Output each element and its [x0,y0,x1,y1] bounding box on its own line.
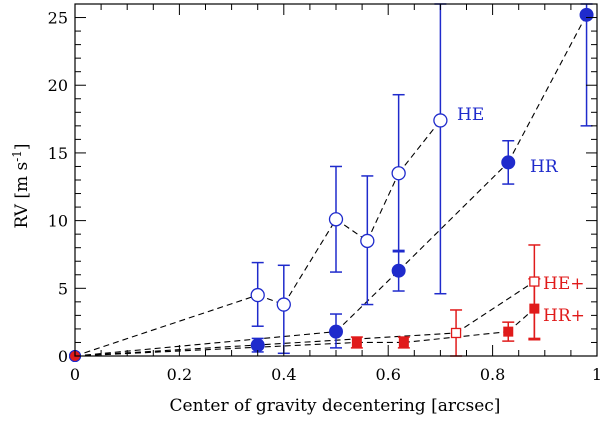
point-hr [391,263,406,278]
x-axis-label: Center of gravity decentering [arcsec] [170,396,501,416]
y-axis-label-main: RV [m s [12,162,32,229]
dashed-connector-he [366,172,400,242]
point-hr [579,7,594,22]
x-tick-label: 1 [592,365,600,384]
dashed-connector-he [398,120,441,174]
y-tick-label: 10 [48,212,68,231]
axis-ticks [74,3,598,357]
series-label-he-plus: HE+ [543,274,584,294]
x-tick-label: 0.6 [375,365,400,384]
point-he [433,113,448,128]
point-he [250,287,265,303]
x-tick-label: 0.2 [167,365,192,384]
dashed-connector-he-plus [455,281,535,334]
dashed-connector-he-plus [74,332,457,357]
point-hr [501,155,516,170]
y-tick-label: 25 [48,9,68,28]
y-tick-label: 0 [58,347,68,366]
point-hr-plus [398,337,409,348]
series-label-he: HE [457,105,484,125]
y-tick-label: 5 [58,279,68,298]
dashed-connector-hr-plus [74,341,357,357]
y-axis-label-close: ] [12,143,32,150]
point-he-plus [450,327,462,339]
y-axis-label: RV [m s-1] [10,143,32,228]
point-he [391,166,406,181]
dashed-connector-he [74,294,258,357]
point-hr-plus [529,303,540,314]
dashed-connector-he [283,218,337,305]
dashed-connector-hr [398,162,509,272]
y-tick-label: 15 [48,144,68,163]
point-he-plus [529,276,540,287]
point-he [328,212,344,227]
data-markers [69,7,594,362]
point-hr-plus [351,337,362,348]
point-hr [329,324,343,339]
point-hr-plus [503,326,514,337]
dashed-connector-hr [74,331,337,357]
dashed-connector-hr [507,14,588,163]
point-he [276,297,291,312]
x-tick-label: 0.8 [480,365,505,384]
point-he [360,233,375,249]
dashed-connectors [74,14,588,357]
x-tick-label: 0 [70,365,80,384]
x-tick-label: 0.4 [271,365,296,384]
series-label-hr-plus: HR+ [543,306,585,326]
series-labels: HE HR HE+ HR+ [457,105,585,326]
y-tick-label: 20 [48,76,68,95]
point-hr [250,338,265,353]
series-label-hr: HR [530,157,559,177]
error-bars [251,3,593,357]
y-axis-label-superscript: -1 [10,150,24,162]
